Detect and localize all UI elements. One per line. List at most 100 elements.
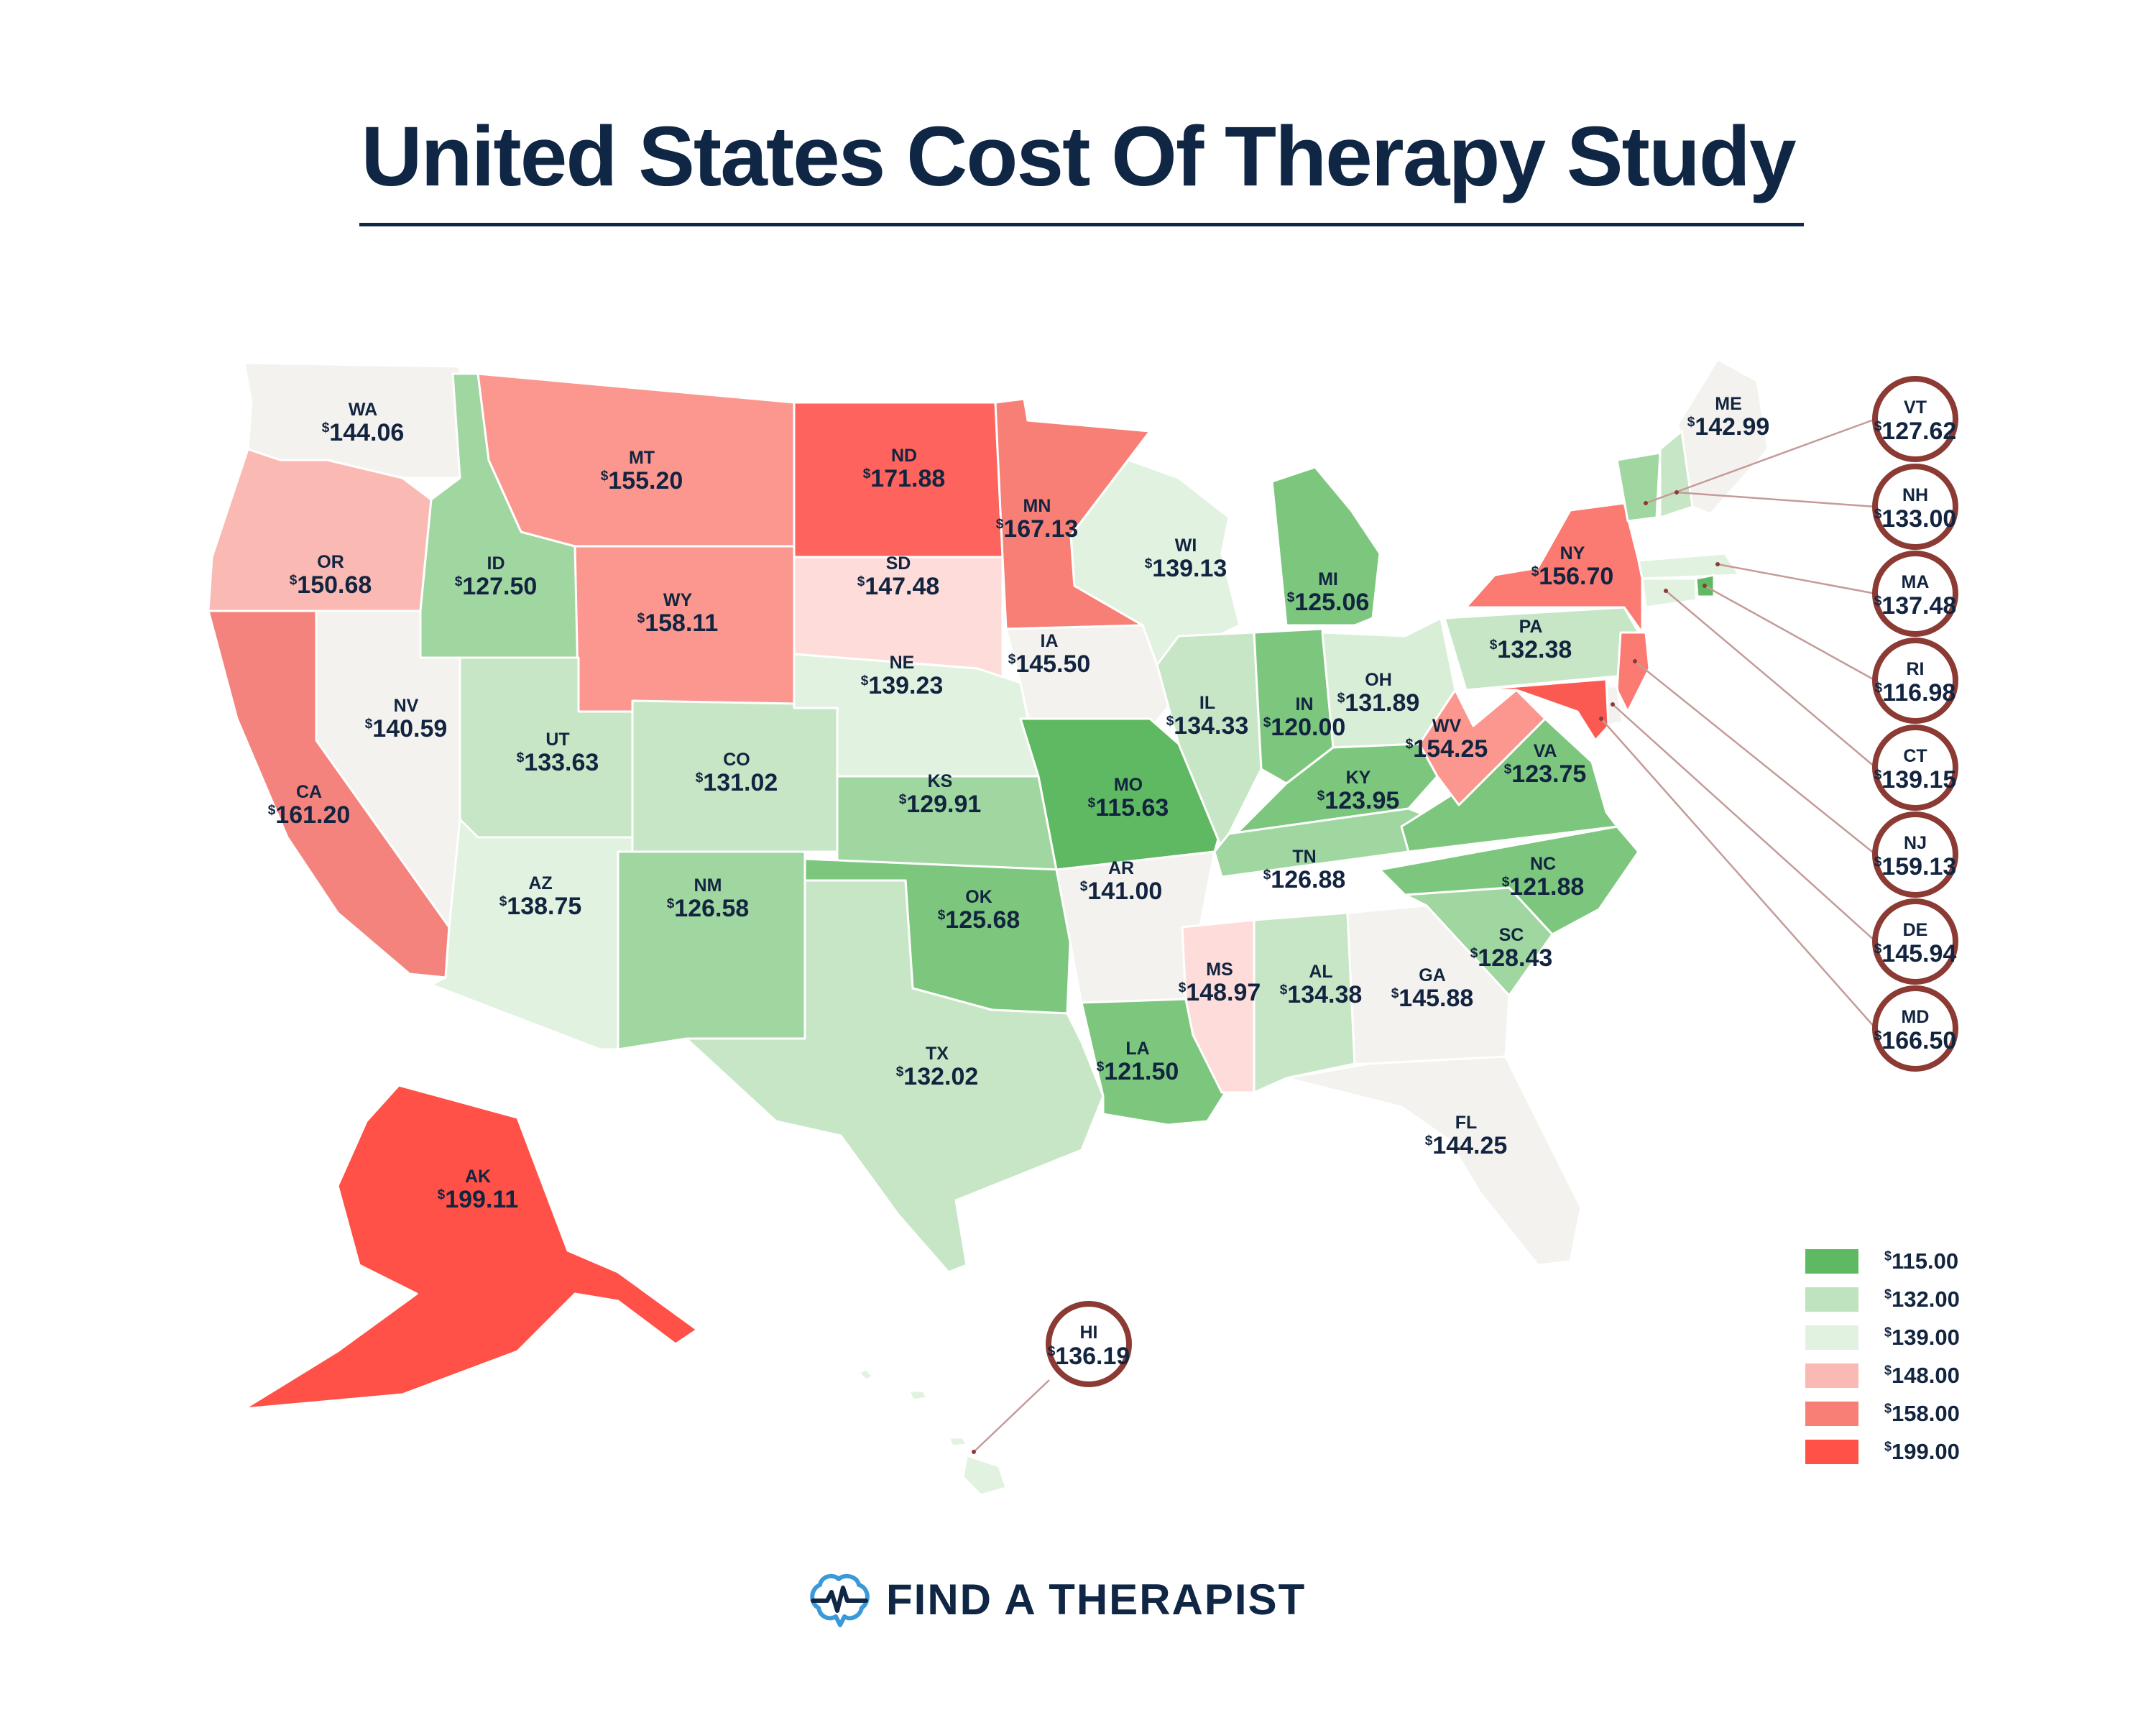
state-value-mt: $155.20 [601,467,683,494]
state-abbr-wa: WA [349,400,377,420]
leader-ct [1665,590,1876,768]
legend-item: $139.00 [1805,1318,1960,1356]
state-value-nj: $159.13 [1874,853,1957,880]
legend-label: $148.00 [1884,1363,1960,1389]
currency-symbol: $ [601,469,609,484]
state-abbr-ms: MS [1206,960,1233,980]
legend-swatch [1805,1287,1858,1312]
state-value-nh: $133.00 [1874,505,1957,533]
currency-symbol: $ [896,1064,904,1080]
leader-dot [1664,589,1668,593]
state-value-il: $134.33 [1166,712,1249,740]
state-value-ms: $148.97 [1179,979,1261,1006]
state-abbr-ks: KS [928,771,953,791]
state-abbr-il: IL [1199,693,1215,713]
leader-ri [1704,584,1876,682]
legend-swatch [1805,1325,1858,1350]
state-abbr-fl: FL [1455,1113,1478,1133]
state-value-mi: $125.06 [1287,589,1370,616]
leader-dot [1644,501,1648,505]
currency-symbol: $ [290,573,298,588]
state-value-oh: $131.89 [1337,689,1420,717]
legend-value: 199.00 [1892,1438,1960,1464]
state-labels: WA$144.06OR$150.68CA$161.20NV$140.59ID$1… [268,394,1770,1213]
callout-hi: HI$136.19 [1046,1301,1132,1387]
callout-ri: RI$116.98 [1872,638,1958,724]
state-hi [962,1454,1008,1496]
state-abbr-ne: NE [890,653,915,673]
currency-symbol: $ [857,574,865,589]
currency-symbol: $ [1008,652,1016,667]
currency-symbol: $ [1874,507,1882,522]
legend-label: $158.00 [1884,1401,1960,1427]
leader-dot [1703,584,1707,588]
state-abbr-ut: UT [545,730,569,750]
currency-symbol: $ [517,750,525,765]
currency-symbol: $ [1884,1439,1892,1454]
state-callouts: HI$136.19VT$127.62NH$133.00MA$137.48RI$1… [1046,376,1958,1387]
currency-symbol: $ [1337,691,1345,706]
state-value-ca: $161.20 [268,801,351,829]
currency-symbol: $ [696,770,704,786]
state-value-or: $150.68 [290,571,372,599]
currency-symbol: $ [1504,762,1512,777]
leader-dot [1611,702,1615,707]
currency-symbol: $ [1048,1344,1056,1359]
state-abbr-vt: VT [1904,397,1927,418]
legend-label: $139.00 [1884,1325,1960,1351]
state-abbr-sd: SD [886,553,911,574]
legend-swatch [1805,1401,1858,1426]
legend-value: 132.00 [1892,1286,1960,1312]
state-abbr-mt: MT [629,448,655,468]
state-abbr-wv: WV [1432,716,1462,736]
state-abbr-mo: MO [1114,775,1143,795]
state-hi [857,1368,875,1381]
leader-ma [1717,563,1876,595]
currency-symbol: $ [1874,1029,1882,1044]
currency-symbol: $ [938,908,946,923]
legend-item: $199.00 [1805,1432,1960,1471]
currency-symbol: $ [1884,1401,1892,1416]
currency-symbol: $ [1287,590,1295,605]
state-value-tn: $126.88 [1263,866,1346,893]
currency-symbol: $ [637,611,645,626]
state-value-ny: $156.70 [1531,563,1614,590]
state-value-fl: $144.25 [1425,1132,1508,1159]
state-abbr-ri: RI [1907,659,1925,679]
callout-md: MD$166.50 [1872,985,1958,1072]
currency-symbol: $ [455,574,463,589]
currency-symbol: $ [1884,1287,1892,1302]
state-abbr-nm: NM [694,875,722,896]
state-ak [243,1084,699,1410]
state-value-vt: $127.62 [1874,418,1957,445]
state-value-sc: $128.43 [1470,944,1553,972]
callout-ring [1872,898,1958,985]
state-abbr-or: OR [317,552,344,572]
state-abbr-nj: NJ [1904,833,1927,853]
state-value-id: $127.50 [455,573,538,600]
state-value-nv: $140.59 [365,715,448,742]
currency-symbol: $ [1490,638,1498,653]
currency-symbol: $ [1687,415,1695,430]
callout-ring [1872,638,1958,724]
currency-symbol: $ [1280,983,1288,998]
state-abbr-sc: SC [1499,925,1524,945]
state-abbr-nc: NC [1530,854,1556,874]
state-abbr-tx: TX [926,1044,949,1064]
currency-symbol: $ [1874,942,1882,957]
callout-de: DE$145.94 [1872,898,1958,985]
state-abbr-in: IN [1296,694,1314,714]
brand-name: FIND A THERAPIST [886,1575,1307,1624]
state-abbr-co: CO [723,750,750,770]
callout-ct: CT$139.15 [1872,724,1958,811]
state-value-ar: $141.00 [1080,878,1163,905]
currency-symbol: $ [1097,1059,1105,1075]
currency-symbol: $ [438,1187,446,1202]
state-abbr-de: DE [1903,920,1928,940]
legend-label: $132.00 [1884,1287,1960,1312]
currency-symbol: $ [1080,879,1088,894]
leader-dot [972,1450,976,1454]
callout-ma: MA$137.48 [1872,551,1958,637]
currency-symbol: $ [996,517,1004,532]
